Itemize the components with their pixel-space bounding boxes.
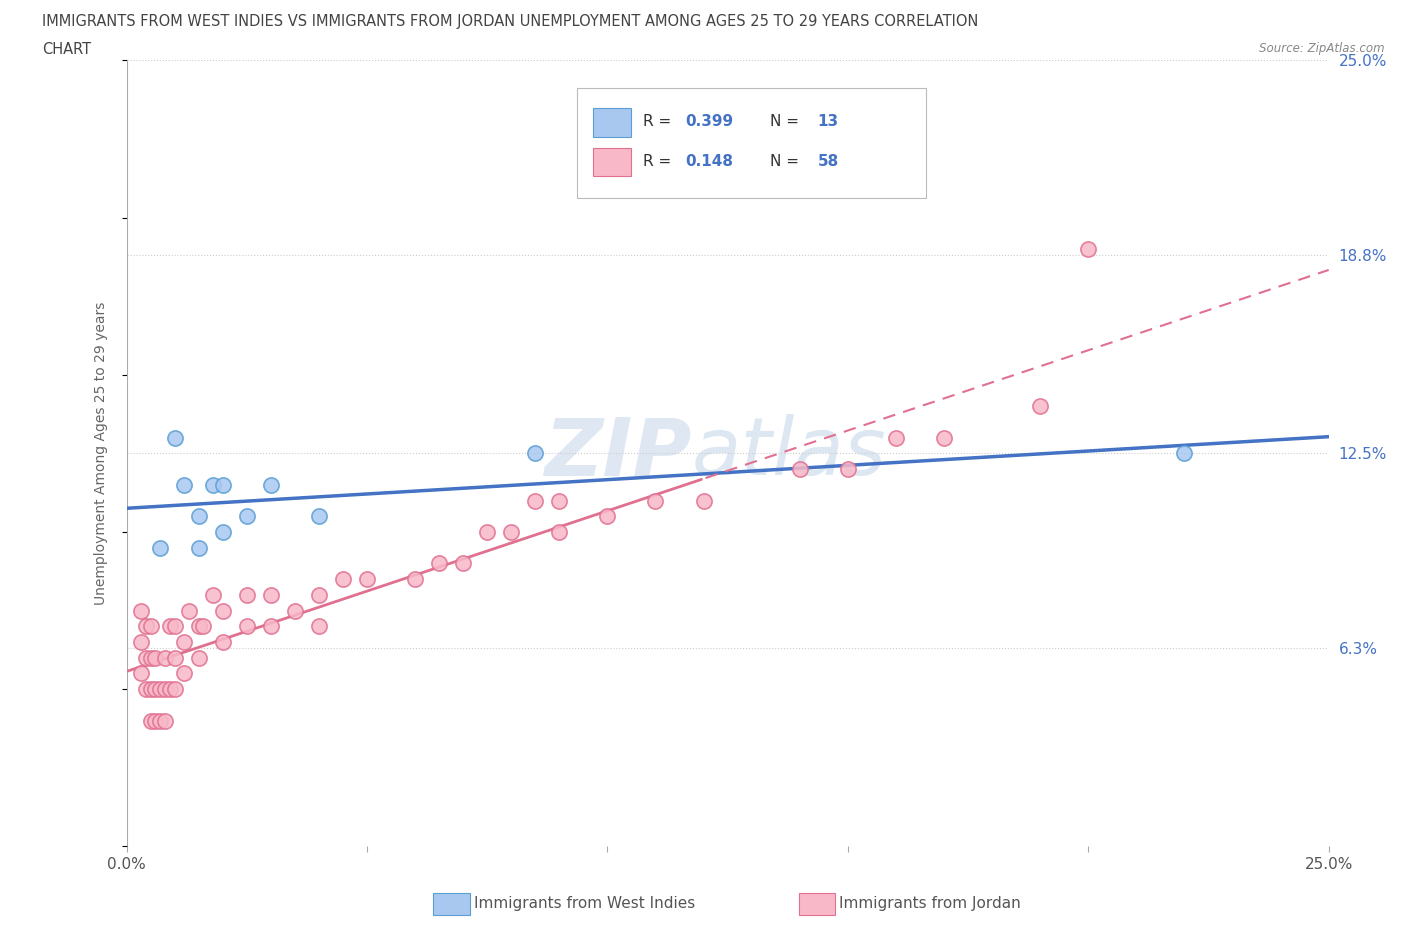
Text: N =: N = — [769, 153, 804, 168]
Point — [139, 650, 162, 665]
Point — [475, 525, 498, 539]
Point — [501, 525, 523, 539]
Point — [260, 477, 283, 492]
Point — [187, 650, 209, 665]
Point — [1173, 446, 1195, 461]
FancyBboxPatch shape — [593, 148, 631, 176]
FancyBboxPatch shape — [578, 88, 927, 198]
Point — [884, 431, 907, 445]
Point — [153, 713, 176, 728]
FancyBboxPatch shape — [593, 109, 631, 137]
Point — [548, 525, 571, 539]
Point — [145, 713, 167, 728]
Point — [308, 509, 330, 524]
Point — [235, 588, 259, 603]
Point — [149, 713, 172, 728]
Point — [153, 650, 176, 665]
Point — [173, 666, 195, 681]
Y-axis label: Unemployment Among Ages 25 to 29 years: Unemployment Among Ages 25 to 29 years — [94, 301, 108, 605]
Point — [202, 588, 225, 603]
Point — [153, 682, 176, 697]
Point — [139, 713, 162, 728]
Text: 58: 58 — [818, 153, 839, 168]
Point — [235, 509, 259, 524]
Point — [149, 682, 172, 697]
Text: 0.148: 0.148 — [686, 153, 734, 168]
Point — [211, 525, 233, 539]
Point — [596, 509, 619, 524]
Point — [932, 431, 955, 445]
Point — [524, 446, 547, 461]
Point — [692, 493, 714, 508]
Point — [548, 493, 571, 508]
Point — [187, 540, 209, 555]
Point — [145, 682, 167, 697]
Point — [451, 556, 474, 571]
Point — [163, 618, 186, 633]
Text: R =: R = — [644, 153, 676, 168]
Text: Source: ZipAtlas.com: Source: ZipAtlas.com — [1260, 42, 1385, 55]
Point — [308, 618, 330, 633]
Point — [308, 588, 330, 603]
Point — [356, 572, 378, 587]
Point — [193, 618, 215, 633]
Text: IMMIGRANTS FROM WEST INDIES VS IMMIGRANTS FROM JORDAN UNEMPLOYMENT AMONG AGES 25: IMMIGRANTS FROM WEST INDIES VS IMMIGRANT… — [42, 14, 979, 29]
Point — [235, 618, 259, 633]
Point — [163, 682, 186, 697]
Point — [187, 509, 209, 524]
Point — [427, 556, 450, 571]
Point — [129, 634, 152, 649]
Text: CHART: CHART — [42, 42, 91, 57]
Point — [211, 634, 233, 649]
Point — [404, 572, 426, 587]
Point — [159, 618, 181, 633]
Point — [211, 477, 233, 492]
Point — [284, 604, 307, 618]
Point — [129, 666, 152, 681]
Point — [149, 540, 172, 555]
Point — [163, 431, 186, 445]
Text: 13: 13 — [818, 114, 839, 129]
Point — [260, 588, 283, 603]
Point — [135, 650, 157, 665]
Point — [135, 618, 157, 633]
Point — [211, 604, 233, 618]
Text: Immigrants from Jordan: Immigrants from Jordan — [839, 897, 1021, 911]
Point — [789, 461, 811, 476]
Point — [837, 461, 859, 476]
Point — [135, 682, 157, 697]
Point — [173, 477, 195, 492]
Point — [139, 618, 162, 633]
Point — [644, 493, 666, 508]
Point — [524, 493, 547, 508]
Point — [159, 682, 181, 697]
Text: atlas: atlas — [692, 415, 886, 492]
Point — [173, 634, 195, 649]
Point — [163, 650, 186, 665]
Text: 0.399: 0.399 — [686, 114, 734, 129]
Text: N =: N = — [769, 114, 804, 129]
Text: Immigrants from West Indies: Immigrants from West Indies — [474, 897, 695, 911]
Point — [177, 604, 200, 618]
Point — [145, 650, 167, 665]
Text: ZIP: ZIP — [544, 415, 692, 492]
Point — [1077, 242, 1099, 257]
Point — [129, 604, 152, 618]
Text: R =: R = — [644, 114, 676, 129]
Point — [139, 682, 162, 697]
Point — [1029, 399, 1052, 414]
Point — [187, 618, 209, 633]
Point — [332, 572, 354, 587]
Point — [260, 618, 283, 633]
Point — [202, 477, 225, 492]
